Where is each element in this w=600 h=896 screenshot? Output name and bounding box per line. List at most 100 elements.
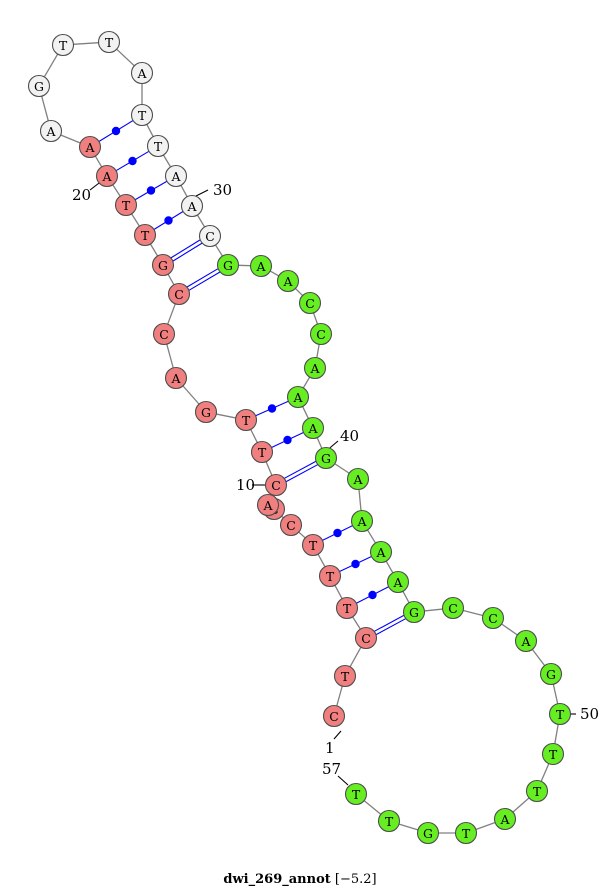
nucleotide-circle[interactable] [402,600,426,624]
nucleotide-node[interactable]: A [256,493,280,517]
nucleotide-node[interactable]: A [350,509,374,533]
nucleotide-circle[interactable] [541,742,565,766]
nucleotide-circle[interactable] [250,440,274,464]
nucleotide-node[interactable]: G [194,400,218,424]
nucleotide-node[interactable]: T [318,564,342,588]
nucleotide-node[interactable]: T [301,533,325,557]
nucleotide-circle[interactable] [249,254,273,278]
nucleotide-node[interactable]: T [133,223,157,247]
nucleotide-node[interactable]: T [250,440,274,464]
nucleotide-circle[interactable] [335,596,359,620]
nucleotide-circle[interactable] [539,662,563,686]
nucleotide-circle[interactable] [114,193,138,217]
nucleotide-circle[interactable] [298,291,322,315]
nucleotide-node[interactable]: T [333,664,357,688]
nucleotide-circle[interactable] [344,782,368,806]
nucleotide-node[interactable]: T [541,742,565,766]
nucleotide-node[interactable]: C [481,606,505,630]
nucleotide-circle[interactable] [39,119,63,143]
nucleotide-node[interactable]: C [264,473,288,497]
nucleotide-node[interactable]: A [346,467,370,491]
nucleotide-circle[interactable] [309,322,333,346]
nucleotide-circle[interactable] [216,253,240,277]
nucleotide-circle[interactable] [167,282,191,306]
nucleotide-circle[interactable] [514,629,538,653]
nucleotide-circle[interactable] [416,821,440,845]
nucleotide-circle[interactable] [130,61,154,85]
nucleotide-node[interactable]: G [539,662,563,686]
nucleotide-node[interactable]: G [314,446,338,470]
nucleotide-circle[interactable] [164,164,188,188]
nucleotide-node[interactable]: A [514,629,538,653]
nucleotide-node[interactable]: A [95,164,119,188]
nucleotide-circle[interactable] [27,74,51,98]
nucleotide-node[interactable]: C [279,513,303,537]
nucleotide-circle[interactable] [234,408,258,432]
nucleotide-circle[interactable] [481,606,505,630]
nucleotide-circle[interactable] [151,253,175,277]
nucleotide-node[interactable]: G [416,821,440,845]
nucleotide-circle[interactable] [333,664,357,688]
nucleotide-circle[interactable] [133,223,157,247]
nucleotide-node[interactable]: T [344,782,368,806]
nucleotide-circle[interactable] [314,446,338,470]
nucleotide-node[interactable]: G [216,253,240,277]
nucleotide-node[interactable]: A [164,366,188,390]
nucleotide-node[interactable]: A [249,254,273,278]
nucleotide-circle[interactable] [286,385,310,409]
nucleotide-node[interactable]: T [454,821,478,845]
nucleotide-circle[interactable] [454,821,478,845]
nucleotide-circle[interactable] [350,509,374,533]
nucleotide-node[interactable]: A [369,540,393,564]
nucleotide-node[interactable]: A [301,416,325,440]
nucleotide-node[interactable]: C [309,322,333,346]
nucleotide-node[interactable]: A [386,570,410,594]
nucleotide-circle[interactable] [441,596,465,620]
nucleotide-circle[interactable] [386,570,410,594]
nucleotide-node[interactable]: T [234,408,258,432]
nucleotide-circle[interactable] [354,626,378,650]
nucleotide-node[interactable]: A [286,385,310,409]
nucleotide-circle[interactable] [377,809,401,833]
nucleotide-circle[interactable] [95,164,119,188]
nucleotide-circle[interactable] [525,779,549,803]
nucleotide-circle[interactable] [78,135,102,159]
nucleotide-node[interactable]: T [114,193,138,217]
nucleotide-node[interactable]: T [97,30,121,54]
nucleotide-circle[interactable] [198,224,222,248]
nucleotide-node[interactable]: T [146,134,170,158]
nucleotide-circle[interactable] [164,366,188,390]
nucleotide-node[interactable]: T [335,596,359,620]
nucleotide-circle[interactable] [369,540,393,564]
nucleotide-circle[interactable] [548,702,572,726]
nucleotide-circle[interactable] [301,416,325,440]
nucleotide-circle[interactable] [146,134,170,158]
nucleotide-node[interactable]: C [298,291,322,315]
nucleotide-node[interactable]: A [276,269,300,293]
nucleotide-node[interactable]: A [493,807,517,831]
nucleotide-node[interactable]: T [548,702,572,726]
nucleotide-node[interactable]: A [39,119,63,143]
nucleotide-node[interactable]: A [130,61,154,85]
nucleotide-node[interactable]: A [180,194,204,218]
nucleotide-circle[interactable] [318,564,342,588]
nucleotide-circle[interactable] [301,533,325,557]
nucleotide-circle[interactable] [493,807,517,831]
nucleotide-node[interactable]: T [51,33,75,57]
nucleotide-circle[interactable] [276,269,300,293]
nucleotide-node[interactable]: A [303,356,327,380]
nucleotide-circle[interactable] [279,513,303,537]
nucleotide-node[interactable]: T [377,809,401,833]
nucleotide-node[interactable]: A [78,135,102,159]
nucleotide-node[interactable]: C [354,626,378,650]
nucleotide-node[interactable]: C [441,596,465,620]
nucleotide-node[interactable]: T [525,779,549,803]
nucleotide-node[interactable]: C [167,282,191,306]
nucleotide-node[interactable]: C [198,224,222,248]
nucleotide-node[interactable]: C [322,704,346,728]
nucleotide-circle[interactable] [303,356,327,380]
nucleotide-circle[interactable] [256,493,280,517]
nucleotide-circle[interactable] [194,400,218,424]
nucleotide-node[interactable]: C [152,322,176,346]
nucleotide-circle[interactable] [51,33,75,57]
